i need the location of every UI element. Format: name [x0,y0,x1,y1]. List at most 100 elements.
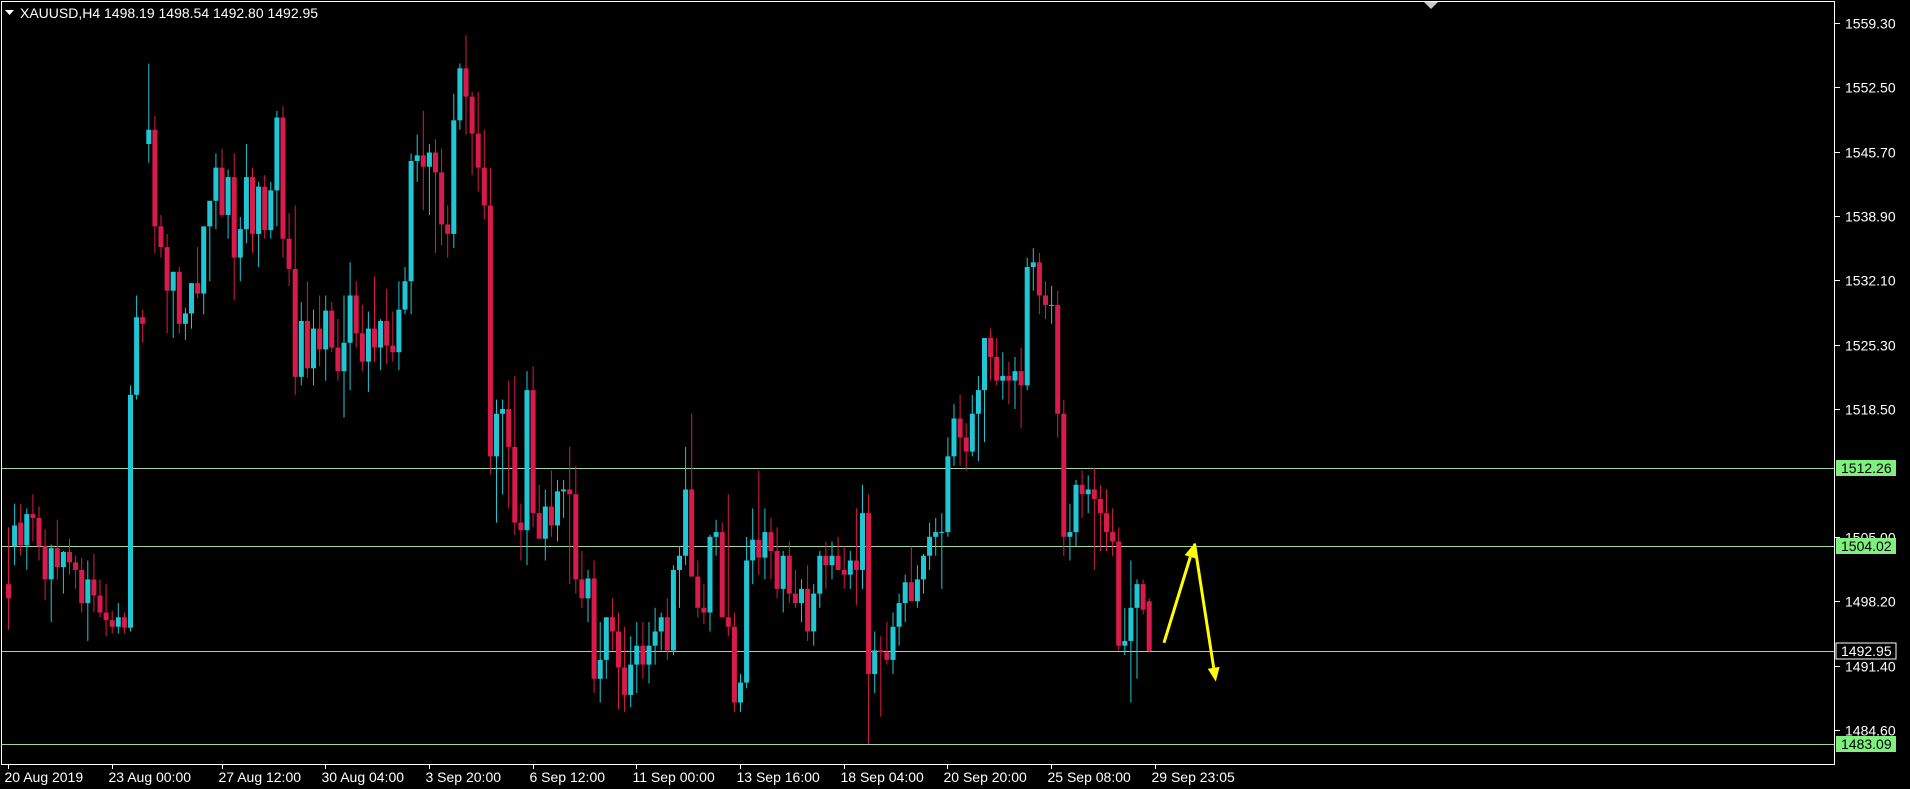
candle [622,626,628,712]
arrow-up-head [1184,543,1197,559]
candle [579,551,585,608]
candle-body [872,650,878,675]
candle-body [207,200,213,227]
candle [1030,248,1036,291]
candle [134,295,140,400]
candle [237,216,243,282]
symbol-menu-icon[interactable] [5,10,14,15]
candle-body [774,551,780,589]
candle-body [54,548,60,568]
candle [707,534,713,632]
candle [445,205,451,258]
candle-body [707,536,713,613]
candle-body [927,536,933,556]
candle [658,612,664,651]
candle-body [1067,532,1073,537]
candle [60,551,66,594]
candle [1055,290,1061,438]
candle-body [494,413,499,457]
candle-body [866,513,872,675]
candle-body [146,129,152,144]
candle-body [463,68,469,97]
candle [677,546,682,608]
shift-marker-icon[interactable] [1424,2,1438,9]
candle-body [91,579,97,596]
candle [67,538,72,575]
candle [963,423,969,471]
candle-body [982,338,987,391]
candle [402,267,408,315]
candle-body [121,617,127,628]
candle-body [536,513,542,539]
candle-body [402,281,408,310]
candle [1122,607,1128,656]
candle [304,281,310,378]
candle-body [115,617,121,627]
candle-body [616,631,621,668]
candle [567,446,573,585]
candlestick-series [6,35,1152,745]
candle-body [1122,640,1128,646]
level-price-tag [1836,538,1896,554]
candle-body [902,582,908,604]
candle-body [378,320,384,348]
candle-body [725,617,731,627]
candle-body [1055,304,1061,414]
candle [841,546,847,589]
candle [780,551,786,613]
candle [268,181,274,239]
candle [762,508,768,580]
candle [1000,352,1006,400]
candle [731,612,737,712]
candle-body [481,167,487,206]
candle-body [1000,375,1006,381]
candle-body [957,418,963,438]
candle [799,579,804,623]
candle-body [622,667,628,695]
time-tick-label: 6 Sep 12:00 [530,769,606,785]
candle [689,413,695,577]
candle-body [975,390,981,414]
candle-body [951,418,957,457]
candle-body [170,271,176,291]
candle [933,517,939,556]
candle [927,522,933,570]
candle [487,167,493,475]
candle-body [292,268,298,377]
candle-body [506,409,512,447]
candle [573,465,579,594]
candle [616,612,621,710]
candle [158,214,164,258]
candle-body [1006,375,1012,381]
candle [975,375,981,462]
candle [341,295,347,418]
arrow-up-shaft [1162,556,1192,644]
candle [353,281,359,348]
candle-body [176,271,182,324]
candle-body [634,645,640,665]
candle [48,544,54,623]
candle-body [713,532,719,537]
candle [335,319,341,381]
level-price-tag [1836,736,1896,752]
time-tick-label: 25 Sep 08:00 [1048,769,1132,785]
candle-body [835,555,841,570]
candle [1116,527,1122,651]
candle-body [1036,262,1042,296]
candle [1018,347,1024,428]
candle-body [860,513,865,570]
candle-body [201,226,207,294]
candle [164,233,170,334]
candle-body [182,313,188,324]
candle-body [487,205,493,457]
candle-body [445,224,451,234]
candle [994,338,1000,386]
candle-body [390,345,396,353]
candle [823,541,829,589]
candle [384,288,390,365]
candle [201,226,207,315]
candle-body [994,356,1000,381]
candle-body [628,664,634,695]
candle [243,143,249,244]
